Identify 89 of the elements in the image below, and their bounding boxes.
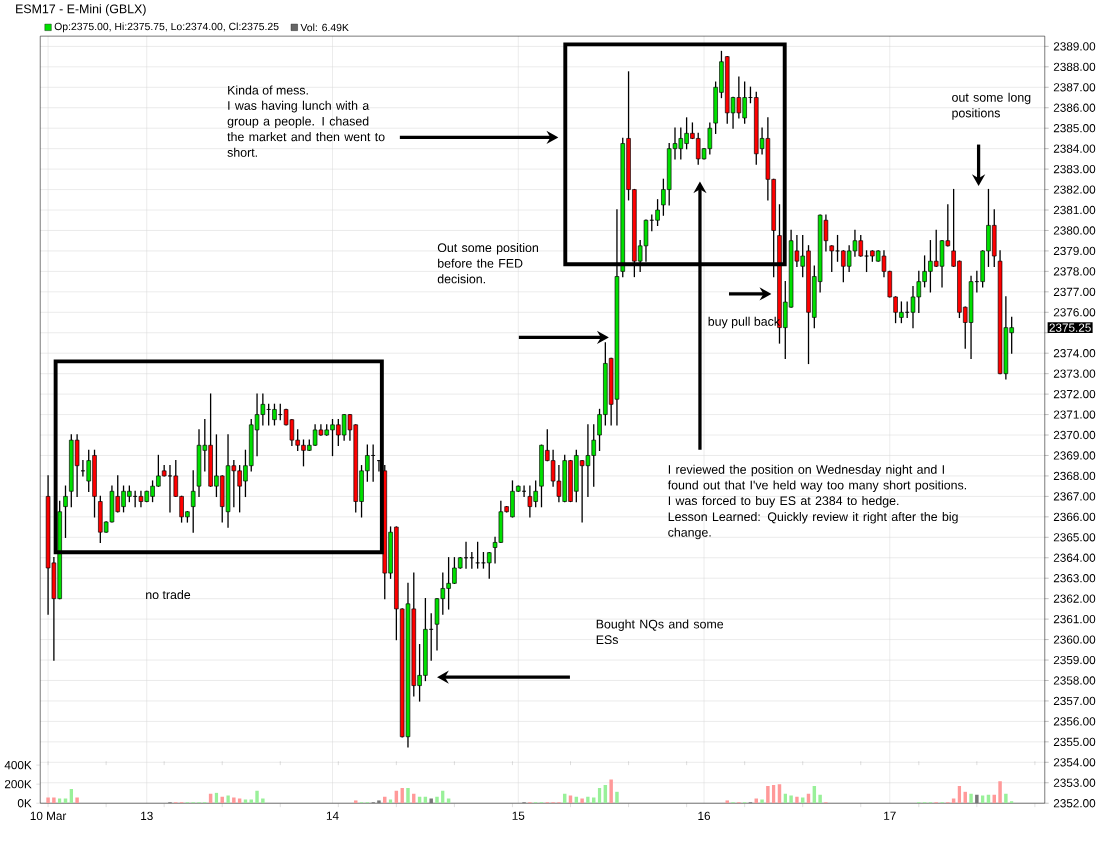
y-tick-label: 2368.00 [1053,471,1096,480]
y-tick-label: 2359.00 [1053,655,1096,665]
y-tick-label: 2360.00 [1053,635,1096,644]
y-tick-label: 2371.00 [1053,410,1096,419]
annotation: no trade [146,589,191,599]
bar [580,798,584,804]
y-tick-label: 2372.00 [1053,389,1096,399]
annotation: I was having lunch with a group a people. I chased the market and then went to short. [227,100,385,157]
y-tick-label: 2364.00 [1053,553,1096,562]
bar [406,787,410,804]
bar [609,779,613,804]
y-tick-label: 2384.00 [1053,144,1096,153]
bar [52,797,56,804]
bar [789,795,793,804]
candlestick [487,551,492,579]
y-tick-label: 2387.00 [1053,82,1096,92]
y-tick-label: 2369.00 [1053,451,1096,460]
y-tick-label: 2382.00 [1053,185,1096,194]
y-tick-label: 200K [4,779,32,789]
bar [243,799,248,804]
bar [766,785,770,804]
y-tick-label: 2363.00 [1053,573,1096,583]
x-tick-label: 17 [884,811,896,820]
y-tick-label: 400K [4,760,32,770]
y-tick-label: 2374.00 [1053,348,1096,358]
x-tick-label: 13 [141,811,153,820]
y-tick-label: 2378.00 [1053,267,1096,276]
text: Op:2375.00, Hi:2375.75, Lo:2374.00, Cl:2375.25 [54,22,279,33]
annotation: I reviewed the position on Wednesday night and I found out that I've held way too many short positions. I was forced to buy ES at 2384 to hedge. [667,464,967,508]
y-tick-label: 0K [17,798,32,808]
bar [388,799,393,804]
bar [998,781,1002,804]
bar [46,797,50,804]
y-tick-label: 2362.00 [1053,594,1096,603]
y-tick-label: 2355.00 [1053,737,1096,746]
y-tick-label: 2366.00 [1053,512,1096,521]
y-tick-label: 2379.00 [1053,246,1096,255]
y-tick-label: 2367.00 [1053,492,1096,501]
text: Vol: 6.49K [300,23,349,32]
text: 2375.25 [1049,323,1091,332]
bar [261,798,265,804]
y-tick-label: 2386.00 [1053,103,1096,112]
y-tick-label: 2361.00 [1053,614,1096,624]
x-tick-label: 10 Mar [30,811,67,820]
bar [249,799,253,804]
candlestick [190,470,196,533]
y-tick-label: 2352.00 [1053,798,1096,808]
bar [1004,793,1008,804]
annotation: Bought NQs and some ESs [596,619,724,644]
y-tick-label: 2358.00 [1053,676,1096,685]
y-tick-label: 2356.00 [1053,717,1096,726]
annotation: Out some position before the FED decision. [437,242,539,284]
bar [975,794,979,804]
bar [429,798,433,804]
y-tick-label: 2377.00 [1053,287,1096,296]
y-tick-label: 2373.00 [1053,369,1096,378]
x-tick-label: 16 [698,811,711,820]
bar [75,797,79,804]
y-tick-label: 2376.00 [1053,307,1096,317]
bar [435,796,439,804]
bar [963,791,967,804]
bar [818,794,822,804]
y-tick-label: 2381.00 [1053,205,1096,215]
bar [232,797,236,804]
bar [615,791,619,804]
annotation: Lesson Learned: Quickly review it right after the big change. [668,511,958,540]
annotation: out some long positions [952,92,1031,120]
y-tick-label: 2383.00 [1053,164,1096,174]
candlestick [864,250,869,272]
y-tick-label: 2357.00 [1053,696,1096,705]
candlestick [63,485,68,538]
y-tick-label: 2353.00 [1053,778,1096,787]
candlestick [829,245,834,272]
y-tick-label: 2370.00 [1053,430,1096,440]
bar [220,796,224,804]
candlestick [475,541,480,569]
candlestick [835,234,840,262]
y-tick-label: 2388.00 [1053,62,1096,71]
y-tick-label: 2354.00 [1053,758,1096,767]
y-tick-label: 2380.00 [1053,226,1096,235]
y-tick-label: 2385.00 [1053,123,1096,133]
x-tick-label: 15 [512,811,525,820]
bar [760,799,764,804]
annotation: Kinda of mess. [228,85,308,95]
y-tick-label: 2389.00 [1053,42,1096,51]
y-tick-label: 2365.00 [1053,532,1096,542]
x-tick-label: 14 [326,811,339,820]
chart-title: ESM17 - E-Mini (GBLX) [16,4,146,16]
bar [383,796,387,804]
